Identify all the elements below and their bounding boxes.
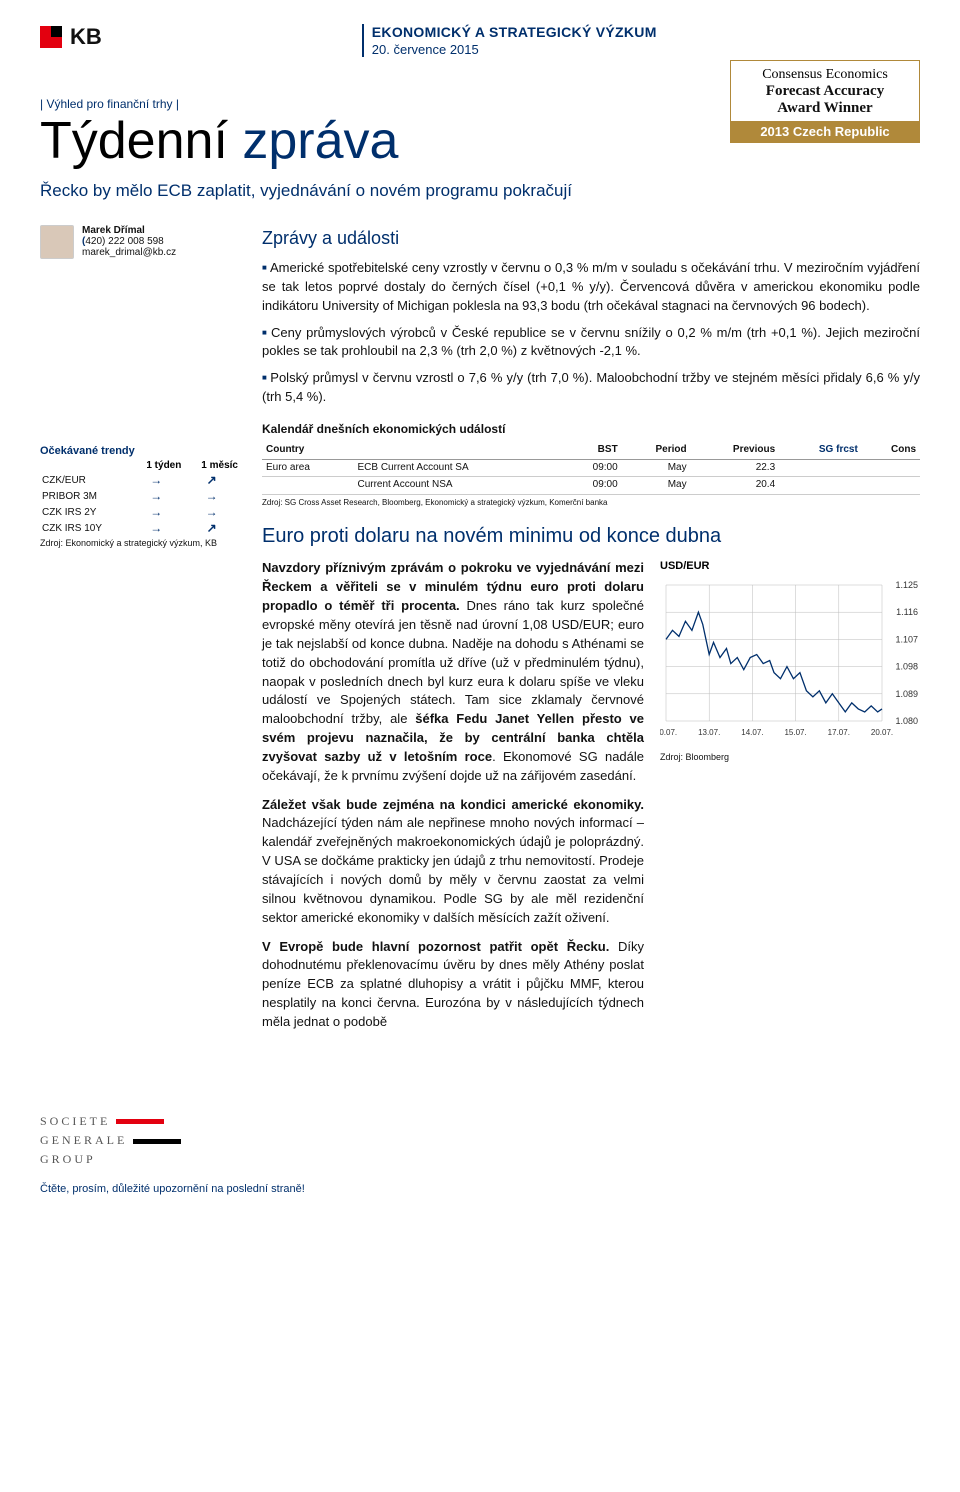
news-bullet: ■Polský průmysl v červnu vzrostl o 7,6 %… (262, 369, 920, 407)
author-phone: (420) 222 008 598 (82, 236, 176, 247)
cal-h-country: Country (262, 442, 353, 459)
svg-text:1.125: 1.125 (895, 580, 918, 590)
award-line3: Award Winner (741, 100, 909, 117)
award-badge: Consensus Economics Forecast Accuracy Aw… (730, 60, 920, 143)
trends-row: CZK IRS 10Y→↗ (40, 520, 240, 536)
trends-block: Očekávané trendy 1 týden1 měsíc CZK/EUR→… (40, 445, 240, 548)
news-title: Zprávy a události (262, 225, 920, 251)
disclaimer: Čtěte, prosím, důležité upozornění na po… (40, 1183, 920, 1195)
sg-bar-black (133, 1139, 181, 1144)
svg-text:15.07.: 15.07. (784, 728, 806, 737)
calendar-title: Kalendář dnešních ekonomických událostí (262, 421, 920, 438)
calendar-source: Zdroj: SG Cross Asset Research, Bloomber… (262, 497, 920, 509)
svg-text:14.07.: 14.07. (741, 728, 763, 737)
dept-name: EKONOMICKÝ A STRATEGICKÝ VÝZKUM (372, 24, 657, 40)
sg-logo: SOCIETE GENERALE GROUP (40, 1112, 920, 1170)
kb-logo-mark (40, 26, 62, 48)
fx-title: Euro proti dolaru na novém minimu od kon… (262, 522, 920, 551)
avatar (40, 225, 74, 259)
award-line2: Forecast Accuracy (741, 83, 909, 100)
svg-text:20.07.: 20.07. (871, 728, 893, 737)
title-part2: zpráva (242, 112, 398, 170)
calendar-row: Current Account NSA09:00May20.4 (262, 477, 920, 495)
svg-text:1.080: 1.080 (895, 716, 918, 726)
calendar-row: Euro areaECB Current Account SA09:00May2… (262, 459, 920, 477)
title-part1: Týdenní (40, 112, 242, 170)
trends-source: Zdroj: Ekonomický a strategický výzkum, … (40, 538, 240, 548)
svg-text:1.107: 1.107 (895, 635, 918, 645)
cal-h-cons: Cons (862, 442, 920, 459)
svg-text:17.07.: 17.07. (828, 728, 850, 737)
sg-bar-red (116, 1119, 164, 1124)
cal-h-bst: BST (563, 442, 621, 459)
svg-text:10.07.: 10.07. (660, 728, 677, 737)
svg-text:1.116: 1.116 (896, 608, 918, 618)
fx-para3: V Evropě bude hlavní pozornost patřit op… (262, 938, 644, 1032)
kb-logo-text: KB (70, 24, 102, 50)
trends-row: CZK IRS 2Y→→ (40, 504, 240, 520)
chart-source: Zdroj: Bloomberg (660, 751, 920, 764)
svg-text:13.07.: 13.07. (698, 728, 720, 737)
header-department: EKONOMICKÝ A STRATEGICKÝ VÝZKUM 20. červ… (362, 24, 657, 57)
chart-box: USD/EUR 1.125 1.116 1.107 1.098 1.089 1.080 10… (660, 559, 920, 763)
award-line4: 2013 Czech Republic (731, 121, 919, 142)
fx-para2: Záležet však bude zejména na kondici ame… (262, 796, 644, 928)
calendar-table: Country BST Period Previous SG frcst Con… (262, 442, 920, 495)
trends-table: 1 týden1 měsíc CZK/EUR→↗PRIBOR 3M→→CZK I… (40, 459, 240, 536)
trends-col1: 1 týden (129, 459, 183, 472)
cal-h-sg: SG frcst (779, 442, 862, 459)
chart-title: USD/EUR (660, 559, 920, 575)
svg-text:1.098: 1.098 (895, 662, 918, 672)
news-bullet: ■Ceny průmyslových výrobců v České repub… (262, 324, 920, 362)
kb-logo: KB (40, 24, 102, 50)
subtitle: Řecko by mělo ECB zaplatit, vyjednávání … (40, 181, 920, 201)
author-name: Marek Dřímal (82, 225, 176, 236)
cal-h-period: Period (622, 442, 691, 459)
cal-h-previous: Previous (691, 442, 780, 459)
fx-text: Navzdory příznivým zprávám o pokroku ve … (262, 559, 644, 1041)
cal-h-event (353, 442, 563, 459)
trends-title: Očekávané trendy (40, 445, 240, 457)
usd-eur-chart: 1.125 1.116 1.107 1.098 1.089 1.080 10.07. 13.0… (660, 579, 920, 739)
author-block: Marek Dřímal (420) 222 008 598 marek_dri… (40, 225, 240, 259)
fx-para1: Navzdory příznivým zprávám o pokroku ve … (262, 559, 644, 785)
author-email: marek_drimal@kb.cz (82, 247, 176, 258)
award-line1: Consensus Economics (741, 67, 909, 83)
trends-row: PRIBOR 3M→→ (40, 488, 240, 504)
svg-text:1.089: 1.089 (895, 689, 918, 699)
trends-row: CZK/EUR→↗ (40, 472, 240, 488)
report-date: 20. července 2015 (372, 42, 657, 57)
news-bullet: ■Americké spotřebitelské ceny vzrostly v… (262, 259, 920, 316)
trends-col2: 1 měsíc (183, 459, 240, 472)
